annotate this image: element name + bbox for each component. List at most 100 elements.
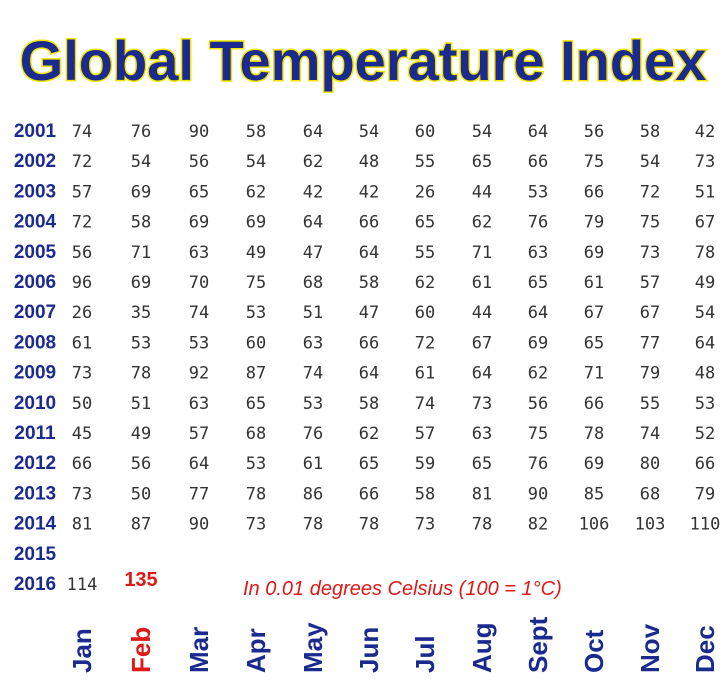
cell-2009-apr: 87: [246, 364, 266, 384]
cell-2014-jun: 78: [359, 515, 379, 535]
cell-2012-sept: 76: [528, 454, 548, 474]
cell-2002-sept: 66: [528, 152, 548, 172]
cell-2010-jun: 58: [359, 394, 379, 414]
cell-2009-jun: 64: [359, 364, 379, 384]
cell-2002-jul: 55: [415, 152, 435, 172]
cell-2001-jun: 54: [359, 122, 379, 142]
cell-2013-mar: 77: [189, 484, 209, 504]
cell-2007-nov: 67: [640, 303, 660, 323]
cell-2010-feb: 51: [131, 394, 151, 414]
cell-2010-apr: 65: [246, 394, 266, 414]
value-cells: 74 76 90 58 64 54 60 54 64 56 58 42 72 54 56 54 62 48 55 65…: [67, 122, 721, 595]
cell-2001-feb: 76: [131, 122, 151, 142]
cell-2014-dec: 110: [690, 515, 721, 535]
cell-2007-apr: 53: [246, 303, 266, 323]
cell-2014-nov: 103: [635, 515, 666, 535]
cell-2010-may: 53: [303, 394, 323, 414]
cell-2011-feb: 49: [131, 424, 151, 444]
cell-2012-feb: 56: [131, 454, 151, 474]
cell-2008-sept: 69: [528, 333, 548, 353]
cell-2003-oct: 66: [584, 182, 604, 202]
cell-2002-feb: 54: [131, 152, 151, 172]
cell-2003-may: 42: [303, 182, 323, 202]
cell-2002-dec: 73: [695, 152, 715, 172]
cell-2008-feb: 53: [131, 333, 151, 353]
cell-2006-nov: 57: [640, 273, 660, 293]
year-label-2003: 2003: [14, 181, 56, 202]
cell-2013-nov: 68: [640, 484, 660, 504]
cell-2008-jan: 61: [72, 333, 92, 353]
cell-2005-dec: 78: [695, 243, 715, 263]
cell-2006-dec: 49: [695, 273, 715, 293]
cell-2007-mar: 74: [189, 303, 209, 323]
cell-2002-jun: 48: [359, 152, 379, 172]
cell-2006-mar: 70: [189, 273, 209, 293]
year-label-2001: 2001: [14, 121, 57, 142]
cell-2007-jul: 60: [415, 303, 435, 323]
cell-2011-jan: 45: [72, 424, 92, 444]
cell-2014-feb: 87: [131, 515, 151, 535]
cell-2011-aug: 63: [472, 424, 492, 444]
cell-2003-nov: 72: [640, 182, 660, 202]
cell-2011-apr: 68: [246, 424, 266, 444]
cell-2006-jan: 96: [72, 273, 92, 293]
cell-2013-aug: 81: [472, 484, 492, 504]
cell-2008-oct: 65: [584, 333, 604, 353]
cell-2004-jul: 65: [415, 213, 435, 233]
cell-2013-dec: 79: [695, 484, 715, 504]
month-label-apr: Apr: [241, 628, 271, 673]
month-label-oct: Oct: [579, 629, 609, 673]
cell-2008-jul: 72: [415, 333, 435, 353]
cell-2005-feb: 71: [131, 243, 151, 263]
month-label-jan: Jan: [67, 628, 97, 673]
cell-2012-jul: 59: [415, 454, 435, 474]
cell-2008-nov: 77: [640, 333, 660, 353]
cell-2003-jan: 57: [72, 182, 92, 202]
cell-2007-jun: 47: [359, 303, 379, 323]
cell-2010-aug: 73: [472, 394, 492, 414]
cell-2003-jun: 42: [359, 182, 379, 202]
cell-2009-may: 74: [303, 364, 323, 384]
cell-2003-aug: 44: [472, 182, 492, 202]
cell-2010-sept: 56: [528, 394, 548, 414]
cell-2016-feb: 135: [124, 569, 157, 591]
cell-2013-feb: 50: [131, 484, 151, 504]
cell-2010-nov: 55: [640, 394, 660, 414]
chart-title: Global Temperature Index: [20, 29, 707, 92]
cell-2005-sept: 63: [528, 243, 548, 263]
year-label-2016: 2016: [14, 574, 56, 595]
cell-2004-dec: 67: [695, 213, 715, 233]
year-label-2010: 2010: [14, 393, 56, 414]
cell-2012-jan: 66: [72, 454, 92, 474]
cell-2007-dec: 54: [695, 303, 715, 323]
month-label-nov: Nov: [635, 623, 665, 673]
cell-2002-mar: 56: [189, 152, 209, 172]
cell-2005-aug: 71: [472, 243, 492, 263]
cell-2002-apr: 54: [246, 152, 266, 172]
cell-2001-mar: 90: [189, 122, 209, 142]
cell-2013-sept: 90: [528, 484, 548, 504]
cell-2003-mar: 65: [189, 182, 209, 202]
cell-2001-aug: 54: [472, 122, 492, 142]
cell-2006-may: 68: [303, 273, 323, 293]
cell-2008-aug: 67: [472, 333, 492, 353]
year-label-2013: 2013: [14, 483, 56, 504]
cell-2012-dec: 66: [695, 454, 715, 474]
cell-2013-may: 86: [303, 484, 323, 504]
cell-2001-jul: 60: [415, 122, 435, 142]
cell-2010-mar: 63: [189, 394, 209, 414]
cell-2005-nov: 73: [640, 243, 660, 263]
cell-2007-jan: 26: [72, 303, 92, 323]
cell-2004-apr: 69: [246, 213, 266, 233]
month-label-may: May: [298, 622, 328, 673]
cell-2004-sept: 76: [528, 213, 548, 233]
cell-2008-dec: 64: [695, 333, 715, 353]
year-label-2009: 2009: [14, 363, 56, 384]
cell-2001-nov: 58: [640, 122, 660, 142]
cell-2011-oct: 78: [584, 424, 604, 444]
cell-2003-dec: 51: [695, 182, 715, 202]
cell-2006-jul: 62: [415, 273, 435, 293]
year-label-2004: 2004: [14, 212, 57, 233]
cell-2004-oct: 79: [584, 213, 604, 233]
